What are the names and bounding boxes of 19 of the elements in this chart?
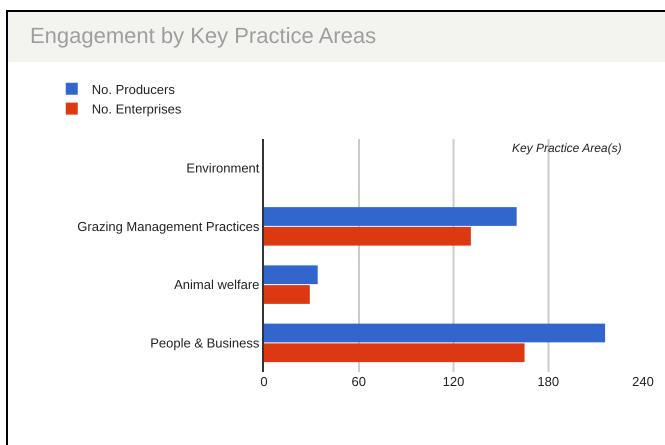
x-tick-label: 240 [632, 374, 654, 389]
bar [264, 343, 525, 362]
chart-title: Engagement by Key Practice Areas [8, 12, 665, 62]
bar [264, 265, 318, 284]
bar [264, 324, 606, 342]
legend-label: No. Enterprises [92, 102, 182, 117]
y-axis-title: Key Practice Area(s) [512, 141, 622, 155]
y-tick-label: Grazing Management Practices [77, 218, 260, 234]
y-tick-label: Animal welfare [174, 277, 260, 292]
x-tick-label: 120 [442, 374, 464, 389]
x-tick-label: 180 [537, 374, 560, 389]
x-tick-label: 60 [352, 374, 366, 389]
bar [264, 226, 471, 246]
legend-label: No. Producers [92, 82, 176, 97]
bar [264, 285, 310, 304]
bar [264, 207, 517, 226]
y-tick-label: People & Business [150, 335, 260, 350]
y-tick-label: Environment [186, 160, 260, 176]
x-tick-label: 0 [260, 374, 268, 389]
